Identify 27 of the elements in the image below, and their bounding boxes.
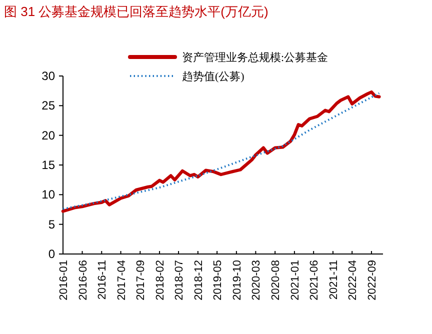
x-tick-label: 2018-02 bbox=[154, 260, 167, 300]
legend-label: 趋势值(公募) bbox=[182, 70, 245, 83]
x-tick-label: 2016-01 bbox=[58, 260, 70, 300]
y-tick-label: 30 bbox=[42, 69, 56, 83]
x-tick-label: 2021-01 bbox=[289, 260, 302, 300]
x-tick-label: 2017-09 bbox=[135, 260, 148, 300]
x-tick-label: 2020-08 bbox=[270, 260, 282, 300]
x-tick-label: 2022-09 bbox=[366, 260, 378, 300]
chart-title: 图 31 公募基金规模已回落至趋势水平(万亿元) bbox=[4, 4, 268, 19]
x-tick-label: 2022-04 bbox=[347, 260, 360, 300]
x-tick-label: 2018-12 bbox=[192, 260, 205, 300]
x-tick-label: 2019-05 bbox=[212, 260, 224, 300]
y-tick-label: 5 bbox=[48, 217, 56, 232]
y-tick-label: 10 bbox=[42, 188, 56, 202]
x-tick-label: 2018-07 bbox=[174, 260, 186, 300]
x-tick-label: 2016-06 bbox=[77, 260, 90, 300]
y-tick-label: 0 bbox=[48, 247, 56, 261]
x-tick-label: 2021-11 bbox=[328, 260, 340, 300]
y-tick-label: 15 bbox=[42, 158, 56, 172]
x-tick-label: 2020-03 bbox=[250, 260, 263, 300]
x-tick-label: 2019-10 bbox=[231, 260, 244, 300]
y-tick-label: 25 bbox=[42, 98, 56, 113]
x-tick-label: 2021-06 bbox=[308, 260, 321, 300]
x-tick-label: 2016-11 bbox=[96, 260, 109, 300]
legend-label: 资产管理业务总规模:公募基金 bbox=[182, 51, 328, 64]
y-tick-label: 20 bbox=[42, 128, 56, 142]
x-tick-label: 2017-04 bbox=[116, 260, 128, 300]
